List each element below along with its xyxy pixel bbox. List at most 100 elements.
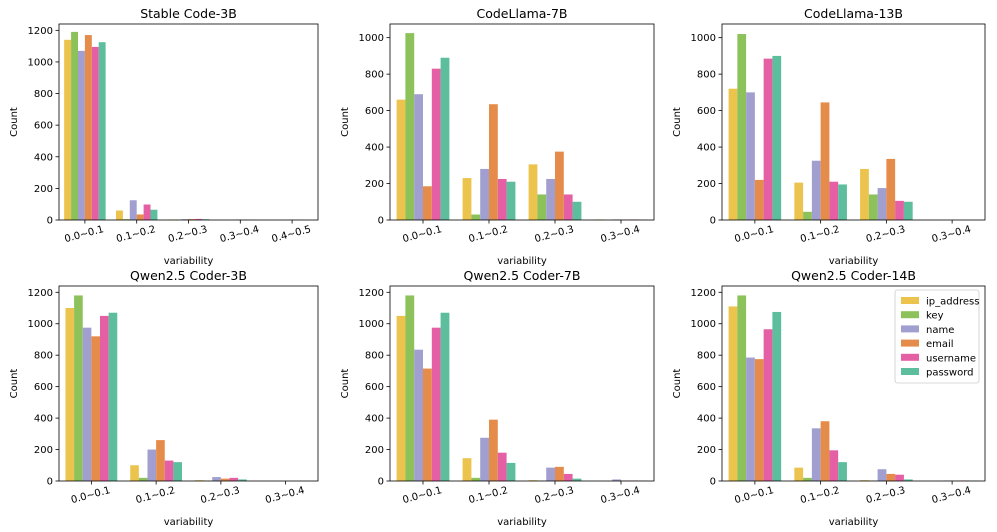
chart-title: Qwen2.5 Coder-7B	[464, 268, 581, 283]
y-tick-label: 600	[34, 121, 53, 132]
x-tick-label: 0.2~0.3	[534, 485, 576, 506]
x-tick-label: 0.1~0.2	[799, 485, 841, 506]
y-axis-label: Count	[672, 107, 683, 137]
legend-swatch-name	[901, 325, 919, 333]
legend-label-password: password	[926, 368, 973, 379]
subplot-2: 0 200 400 600 800 1000 0.0~0.1 0.1~0.2 0.2~0.3 0.…	[340, 6, 655, 267]
y-tick-label: 1000	[28, 57, 53, 68]
y-tick-label: 1000	[359, 33, 384, 44]
bar-name	[77, 50, 85, 221]
bar-ip-address	[115, 210, 123, 220]
bar-email	[188, 219, 196, 220]
y-tick-label: 400	[697, 143, 716, 154]
y-tick-label: 0	[710, 477, 716, 488]
y-tick-label: 1000	[691, 33, 716, 44]
y-axis-label: Count	[340, 107, 351, 137]
x-tick-label: 0.2~0.3	[865, 224, 907, 245]
axes-frame	[389, 23, 655, 221]
y-axis-label: Count	[340, 369, 351, 399]
x-tick-label: 0.0~0.1	[63, 224, 105, 245]
y-tick-label: 1000	[28, 319, 53, 330]
bar-email	[555, 151, 564, 220]
y-tick-label: 200	[34, 184, 53, 195]
y-tick-label: 400	[365, 414, 384, 425]
bar-email	[820, 421, 830, 481]
bar-password	[108, 312, 118, 481]
bar-username	[143, 204, 151, 220]
bar-name	[746, 357, 755, 481]
bar-email	[754, 179, 764, 220]
bar-name	[877, 469, 887, 481]
bar-name	[877, 188, 887, 220]
x-tick-label: 0.0~0.1	[733, 224, 775, 245]
bar-email	[220, 478, 230, 481]
bar-key	[471, 214, 481, 220]
x-tick-label: 0.3~0.4	[264, 485, 306, 506]
x-tick-label: 0.0~0.1	[402, 224, 444, 245]
x-axis-label: variability	[164, 517, 214, 528]
chart-title: CodeLlama-7B	[477, 6, 568, 21]
x-tick-label: 0.2~0.3	[865, 485, 907, 506]
x-tick-label: 0.2~0.3	[199, 485, 241, 506]
bar-email	[84, 35, 92, 221]
x-tick-label: 0.0~0.1	[733, 485, 775, 506]
legend-label-username: username	[926, 353, 976, 364]
bar-username	[829, 181, 839, 220]
bar-email	[886, 158, 896, 220]
legend-swatch-password	[901, 368, 919, 375]
bar-username	[229, 477, 239, 481]
bar-ip-address	[130, 465, 139, 481]
x-tick-label: 0.0~0.1	[70, 485, 112, 506]
bar-username	[895, 200, 904, 220]
bar-password	[440, 57, 450, 221]
bar-key	[537, 194, 547, 220]
bar-key	[405, 33, 415, 221]
bar-key	[405, 295, 415, 481]
bar-name	[147, 449, 157, 481]
bar-ip-address	[794, 467, 804, 481]
y-tick-label: 800	[697, 351, 716, 362]
x-axis-label: variability	[829, 256, 879, 267]
bar-ip-address	[396, 315, 406, 481]
bar-username	[497, 452, 507, 481]
bar-name	[480, 168, 489, 220]
subplot-6: 0 200 400 600 800 1000 1200 0.0~0.1 0.1~0.2 0.2~0…	[672, 268, 986, 528]
bar-email	[820, 102, 830, 220]
y-tick-label: 1200	[691, 288, 716, 299]
legend-swatch-email	[901, 339, 919, 347]
bar-username	[164, 460, 174, 481]
y-axis-label: Count	[9, 369, 20, 399]
y-tick-label: 1200	[28, 26, 53, 37]
bar-name	[612, 479, 621, 481]
x-tick-label: 0.3~0.4	[931, 224, 973, 245]
bar-email	[136, 214, 144, 220]
x-tick-label: 0.4~0.5	[271, 224, 313, 245]
bar-ip-address	[860, 168, 869, 220]
bar-key	[737, 34, 747, 220]
bar-password	[772, 311, 782, 481]
x-tick-label: 0.1~0.2	[468, 224, 510, 245]
bar-password	[772, 55, 782, 220]
x-tick-label: 0.3~0.4	[600, 224, 642, 245]
y-tick-label: 800	[697, 70, 716, 81]
bar-email	[754, 359, 764, 482]
y-tick-label: 600	[34, 382, 53, 393]
bar-name	[212, 477, 221, 481]
y-tick-label: 1000	[359, 319, 384, 330]
bar-key	[71, 31, 78, 221]
y-tick-label: 600	[697, 382, 716, 393]
bar-password	[173, 462, 183, 481]
bar-username	[195, 218, 203, 220]
chart-title: Qwen2.5 Coder-14B	[791, 268, 916, 283]
bar-ip-address	[728, 88, 738, 220]
chart-title: Qwen2.5 Coder-3B	[130, 268, 247, 283]
bar-username	[895, 474, 904, 481]
chart-title: CodeLlama-13B	[804, 6, 903, 21]
bar-password	[506, 462, 516, 481]
bar-username	[91, 46, 99, 220]
axes-frame	[721, 23, 986, 221]
bar-ip-address	[728, 306, 738, 481]
bar-name	[546, 467, 555, 481]
legend-swatch-username	[901, 353, 919, 361]
